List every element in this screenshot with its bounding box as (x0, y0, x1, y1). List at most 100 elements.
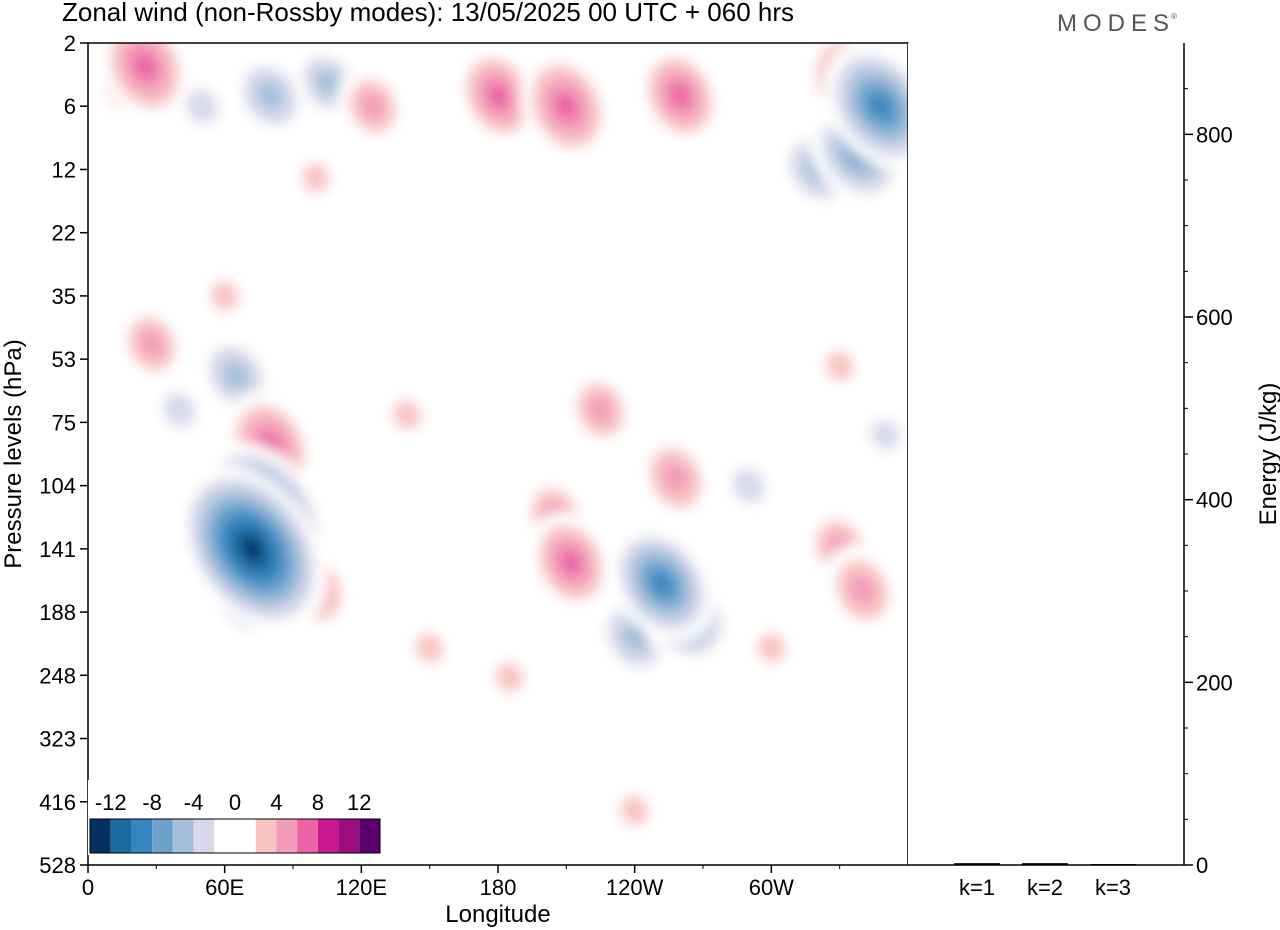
contour-blob (210, 280, 239, 311)
contour-blob (651, 571, 673, 596)
colorbar-label: -4 (184, 790, 204, 815)
contour-blob (732, 468, 765, 503)
colorbar-swatch (172, 819, 194, 853)
y-tick-label: 528 (39, 853, 76, 878)
y-tick-label: 6 (64, 94, 76, 119)
colorbar-swatch (359, 819, 380, 853)
colorbar-swatch (152, 819, 173, 853)
contour-blob (495, 662, 524, 693)
y-tick-label: 22 (52, 221, 76, 246)
y-tick-label: 12 (52, 157, 76, 182)
energy-panel-bg (908, 43, 1184, 865)
registered-mark: ® (1171, 12, 1177, 21)
contour-blob (427, 144, 477, 195)
contour-blob (162, 392, 196, 428)
contour-blob (301, 162, 330, 193)
contour-blob (849, 574, 876, 606)
energy-category-label: k=2 (1027, 875, 1063, 900)
contour-blob (392, 399, 421, 430)
contour-blob (620, 795, 649, 826)
y-tick-label: 248 (39, 663, 76, 688)
colorbar-swatch (90, 819, 111, 853)
contour-blob (669, 83, 691, 109)
x-tick-label: 60E (205, 875, 244, 900)
contour-blob (560, 549, 582, 576)
y-tick-label: 75 (52, 410, 76, 435)
energy-bar (954, 863, 1000, 865)
contour-blob (554, 92, 578, 121)
contour-blob (279, 670, 329, 721)
y-tick-label: 2 (64, 31, 76, 56)
y-axis-title: Pressure levels (hPa) (0, 339, 27, 568)
contour-blob (314, 69, 340, 96)
colorbar-label: -12 (95, 790, 127, 815)
contour-blob (869, 93, 893, 119)
colorbar-label: -8 (142, 790, 162, 815)
colorbar-frame (89, 818, 381, 854)
y-tick-label: 188 (39, 600, 76, 625)
colorbar-swatch (214, 819, 235, 853)
contour-blob (133, 52, 157, 81)
x-tick-label: 60W (749, 875, 794, 900)
contour-blob (588, 396, 613, 424)
x-axis: 0 60E 120E 180 120W 60W (82, 865, 841, 900)
colorbar-label: 8 (312, 790, 324, 815)
colorbar-swatch (338, 819, 360, 853)
contour-blob (139, 330, 164, 358)
colorbar-swatch (276, 819, 298, 853)
contour-blob (185, 89, 219, 124)
colorbar-swatch (317, 819, 339, 853)
y-tick-label: 35 (52, 284, 76, 309)
energy-axis-title: Energy (J/kg) (1255, 383, 1280, 526)
energy-tick-label: 0 (1196, 853, 1208, 878)
energy-category-label: k=1 (959, 875, 995, 900)
colorbar-label: 12 (347, 790, 371, 815)
energy-bar-chart: 0 200 400 600 800 k=1 k=2 k=3 (954, 88, 1233, 900)
contour-blob (222, 360, 250, 391)
contour-blob (870, 420, 900, 450)
contour-blob (415, 632, 444, 663)
brand-text: MODES (1057, 10, 1176, 37)
x-tick-label: 0 (82, 875, 94, 900)
x-tick-label: 120W (606, 875, 664, 900)
contour-blob (769, 225, 819, 275)
contour-fill-group (89, 43, 908, 841)
brand-logo: MODES® (1057, 10, 1181, 38)
colorbar-swatch (110, 819, 132, 853)
y-tick-label: 104 (39, 474, 76, 499)
energy-category-label: k=3 (1095, 875, 1131, 900)
y-tick-label: 141 (39, 537, 76, 562)
x-tick-label: 180 (480, 875, 517, 900)
energy-tick-label: 600 (1196, 305, 1233, 330)
energy-tick-label: 400 (1196, 488, 1233, 513)
y-tick-label: 416 (39, 790, 76, 815)
energy-tick-label: 800 (1196, 122, 1233, 147)
energy-bar (1022, 863, 1068, 865)
colorbar-swatch (297, 819, 318, 853)
contour-blob (450, 271, 500, 321)
chart-title: Zonal wind (non-Rossby modes): 13/05/202… (62, 0, 794, 27)
contour-blob (621, 622, 649, 653)
contour-blob (689, 207, 739, 258)
contour-blob (712, 767, 762, 817)
y-tick-label: 53 (52, 347, 76, 372)
colorbar-swatch (235, 819, 256, 853)
contour-blob (825, 350, 854, 381)
contour-blob (587, 197, 637, 248)
contour-blob (662, 462, 689, 494)
x-tick-label: 120E (336, 875, 387, 900)
colorbar-swatch (131, 819, 153, 853)
contour-blob (360, 92, 385, 120)
colorbar-label: 0 (229, 790, 241, 815)
colorbar-swatch (193, 819, 215, 853)
y-tick-label: 323 (39, 727, 76, 752)
contour-blob (256, 81, 284, 111)
colorbar: -12 -8 -4 0 4 8 12 (88, 780, 382, 855)
contour-blob (757, 632, 786, 663)
x-axis-title: Longitude (445, 901, 550, 928)
contour-blob (487, 83, 509, 109)
y-axis: 2 6 12 22 35 53 75 104 141 188 248 323 416 528 (39, 31, 88, 878)
heatmap-area (89, 43, 908, 841)
colorbar-label: 4 (270, 790, 282, 815)
